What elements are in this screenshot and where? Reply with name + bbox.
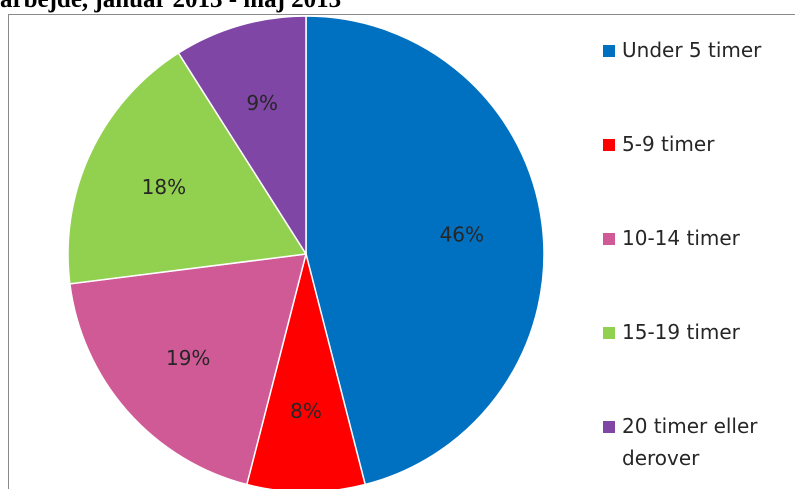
chart-title: arbejde, januar 2013 - maj 2013 <box>0 0 341 14</box>
legend-label-5: 20 timer eller derover <box>622 414 758 470</box>
slice-label-4: 18% <box>142 175 186 199</box>
pie-slices <box>67 15 545 489</box>
slice-label-3: 19% <box>166 346 210 370</box>
slice-label-1: 46% <box>440 222 484 246</box>
legend-swatch-3 <box>603 233 615 245</box>
slice-label-2: 8% <box>290 399 322 423</box>
pie-slice-4 <box>67 52 308 285</box>
slice-label-5: 9% <box>246 91 278 115</box>
legend-swatch-4 <box>603 327 615 339</box>
pie-slice-1 <box>305 15 545 486</box>
pie-slice-labels: 46% 8% 19% 18% 9% <box>142 91 484 423</box>
pie-slice-2 <box>245 253 367 489</box>
legend-swatch-5 <box>603 421 615 433</box>
pie-slice-5 <box>177 15 307 257</box>
legend-label-2: 5-9 timer <box>622 132 715 156</box>
chart-area <box>8 14 795 489</box>
legend-label-1: Under 5 timer <box>622 38 762 62</box>
legend-label-4: 15-19 timer <box>622 320 741 344</box>
legend-swatch-1 <box>603 45 615 57</box>
legend-label-3: 10-14 timer <box>622 226 741 250</box>
legend: Under 5 timer 5-9 timer 10-14 timer 15-19 t… <box>603 38 762 470</box>
pie-slice-3 <box>69 253 308 486</box>
legend-swatch-2 <box>603 139 615 151</box>
